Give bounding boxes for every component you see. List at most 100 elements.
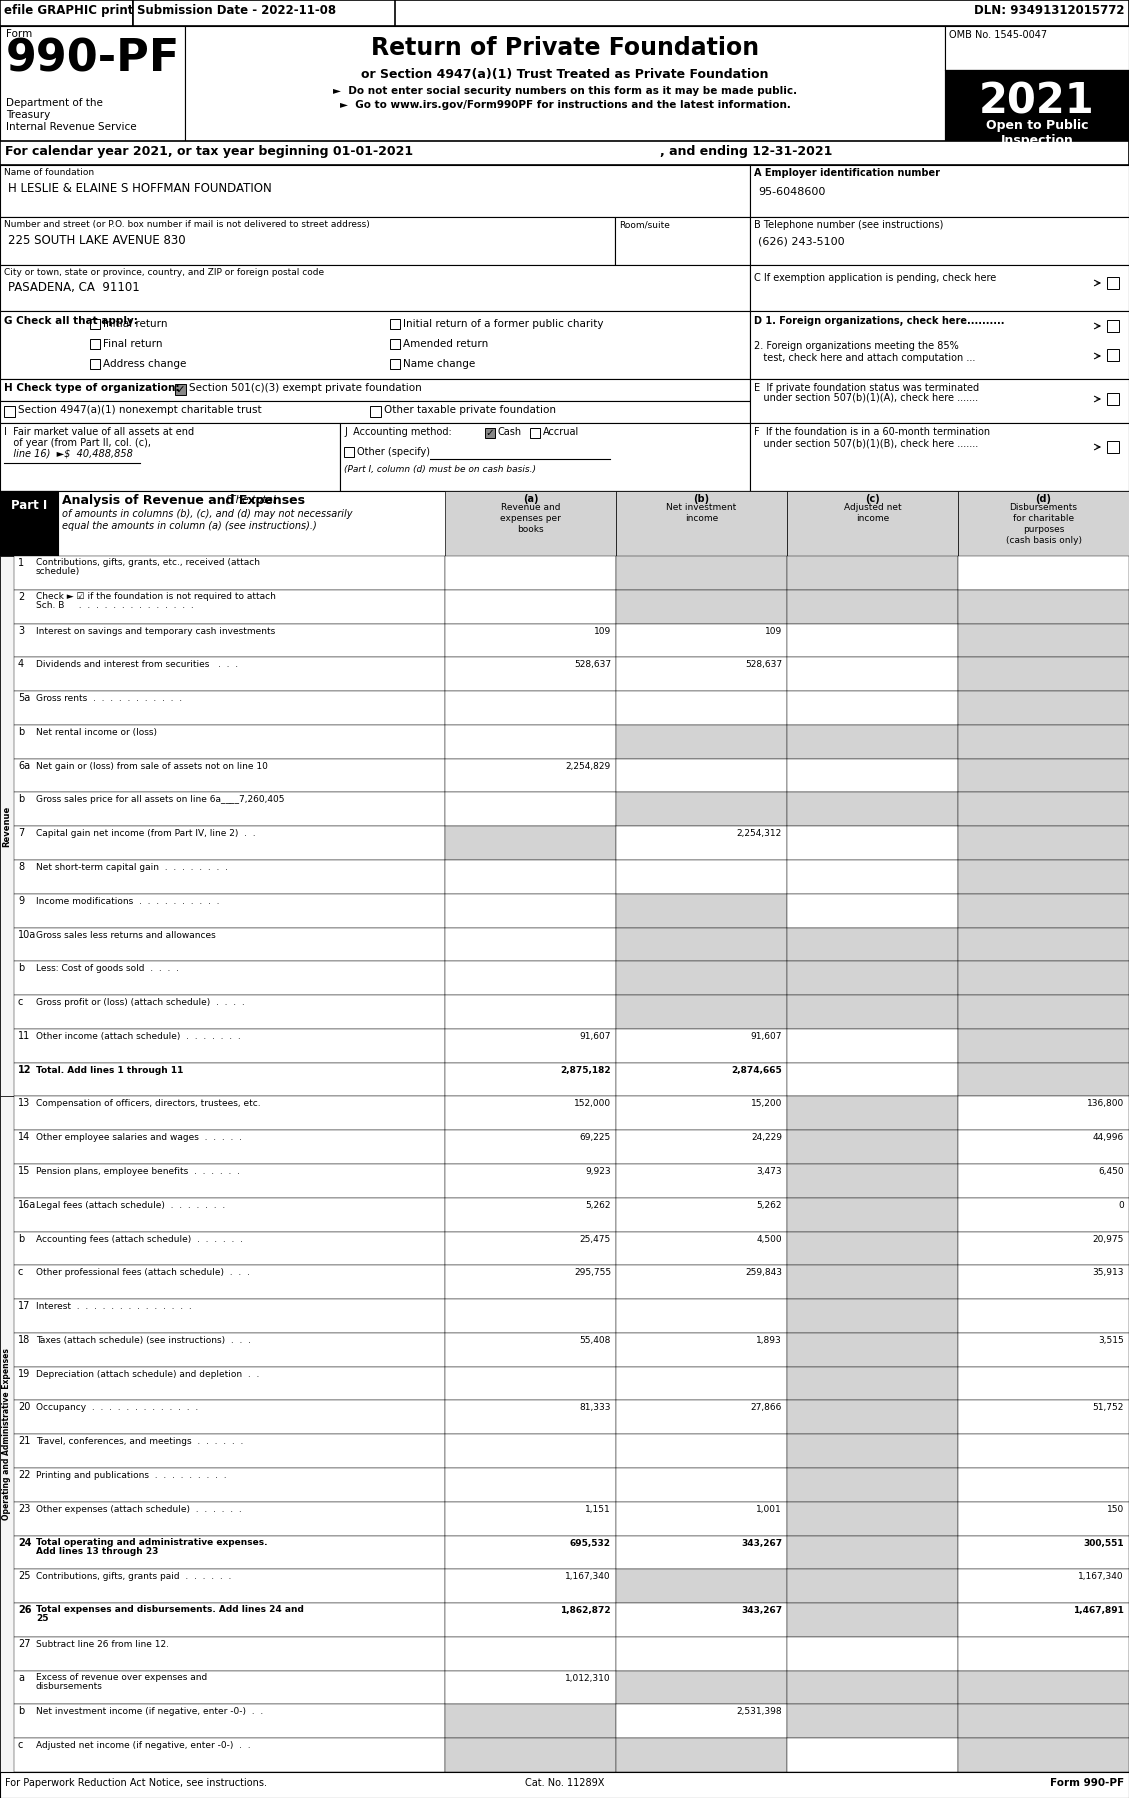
Text: Interest  .  .  .  .  .  .  .  .  .  .  .  .  .  .: Interest . . . . . . . . . . . . . . xyxy=(36,1302,192,1311)
Bar xyxy=(445,994,616,1028)
Bar xyxy=(787,624,959,658)
Text: 990-PF: 990-PF xyxy=(6,38,181,81)
Bar xyxy=(445,1705,616,1739)
Text: Net gain or (loss) from sale of assets not on line 10: Net gain or (loss) from sale of assets n… xyxy=(36,762,268,771)
Bar xyxy=(787,1232,959,1266)
Text: , and ending 12-31-2021: , and ending 12-31-2021 xyxy=(660,146,832,158)
Bar xyxy=(616,1131,787,1163)
Bar xyxy=(14,556,445,590)
Bar xyxy=(616,725,787,759)
Bar xyxy=(5,406,15,417)
Bar xyxy=(616,1670,787,1705)
Text: Other employee salaries and wages  .  .  .  .  .: Other employee salaries and wages . . . … xyxy=(36,1133,242,1142)
Text: Section 4947(a)(1) nonexempt charitable trust: Section 4947(a)(1) nonexempt charitable … xyxy=(18,405,262,415)
Text: Total expenses and disbursements. Add lines 24 and: Total expenses and disbursements. Add li… xyxy=(36,1606,304,1615)
Bar xyxy=(959,1467,1129,1501)
Bar xyxy=(445,1366,616,1401)
Text: 1,167,340: 1,167,340 xyxy=(566,1571,611,1580)
Bar xyxy=(787,1028,959,1063)
Text: Name of foundation: Name of foundation xyxy=(5,167,94,176)
Text: 15: 15 xyxy=(18,1165,30,1176)
Bar xyxy=(14,624,445,658)
Bar xyxy=(787,1401,959,1435)
Bar xyxy=(959,1097,1129,1131)
Text: (b): (b) xyxy=(693,494,709,503)
Bar xyxy=(445,1232,616,1266)
Text: I  Fair market value of all assets at end: I Fair market value of all assets at end xyxy=(5,426,194,437)
Bar xyxy=(787,1501,959,1535)
Bar xyxy=(959,859,1129,894)
Bar xyxy=(616,994,787,1028)
Bar xyxy=(445,1266,616,1300)
Bar xyxy=(445,1028,616,1063)
Text: ✓: ✓ xyxy=(485,428,495,439)
Text: Open to Public
Inspection: Open to Public Inspection xyxy=(986,119,1088,147)
Bar xyxy=(616,1197,787,1232)
Bar xyxy=(14,1131,445,1163)
Bar xyxy=(787,1300,959,1332)
Bar xyxy=(445,894,616,928)
Bar xyxy=(445,962,616,994)
Bar xyxy=(445,827,616,859)
Bar xyxy=(445,1131,616,1163)
Text: of amounts in columns (b), (c), and (d) may not necessarily: of amounts in columns (b), (c), and (d) … xyxy=(62,509,352,520)
Text: disbursements: disbursements xyxy=(36,1681,103,1690)
Text: G Check all that apply:: G Check all that apply: xyxy=(5,316,138,325)
Text: (d): (d) xyxy=(1035,494,1051,503)
Bar xyxy=(0,491,1129,556)
Bar xyxy=(787,690,959,725)
Text: 14: 14 xyxy=(18,1133,30,1142)
Bar xyxy=(959,1197,1129,1232)
Text: 20,975: 20,975 xyxy=(1093,1235,1124,1244)
Text: Sch. B     .  .  .  .  .  .  .  .  .  .  .  .  .  .: Sch. B . . . . . . . . . . . . . . xyxy=(36,601,194,610)
Text: schedule): schedule) xyxy=(36,566,80,575)
Bar xyxy=(787,1670,959,1705)
Bar xyxy=(616,624,787,658)
Bar xyxy=(616,859,787,894)
Text: b: b xyxy=(18,1233,24,1244)
Text: 343,267: 343,267 xyxy=(741,1606,782,1615)
Bar xyxy=(616,1332,787,1366)
Bar xyxy=(445,624,616,658)
Text: 528,637: 528,637 xyxy=(745,660,782,669)
Text: 109: 109 xyxy=(594,626,611,635)
Bar xyxy=(959,690,1129,725)
Bar xyxy=(14,1670,445,1705)
Bar xyxy=(344,448,355,457)
Bar xyxy=(959,658,1129,690)
Bar xyxy=(616,928,787,962)
Text: Operating and Administrative Expenses: Operating and Administrative Expenses xyxy=(2,1348,11,1519)
Bar xyxy=(14,1435,445,1467)
Bar xyxy=(616,1467,787,1501)
Bar xyxy=(616,1063,787,1097)
Bar xyxy=(616,1604,787,1636)
Text: 5,262: 5,262 xyxy=(586,1201,611,1210)
Bar xyxy=(14,827,445,859)
Text: 2,254,829: 2,254,829 xyxy=(566,762,611,771)
Text: Legal fees (attach schedule)  .  .  .  .  .  .  .: Legal fees (attach schedule) . . . . . .… xyxy=(36,1201,226,1210)
Text: DLN: 93491312015772: DLN: 93491312015772 xyxy=(974,4,1124,16)
Text: (626) 243-5100: (626) 243-5100 xyxy=(758,237,844,246)
Text: 55,408: 55,408 xyxy=(579,1336,611,1345)
Text: under section 507(b)(1)(A), check here .......: under section 507(b)(1)(A), check here .… xyxy=(754,394,978,403)
Text: 5,262: 5,262 xyxy=(756,1201,782,1210)
Text: B Telephone number (see instructions): B Telephone number (see instructions) xyxy=(754,219,944,230)
Bar xyxy=(959,1670,1129,1705)
Text: Contributions, gifts, grants paid  .  .  .  .  .  .: Contributions, gifts, grants paid . . . … xyxy=(36,1571,231,1580)
Bar xyxy=(340,423,750,491)
Text: 343,267: 343,267 xyxy=(741,1539,782,1548)
Bar xyxy=(787,1604,959,1636)
Text: 3: 3 xyxy=(18,626,24,635)
Text: equal the amounts in column (a) (see instructions).): equal the amounts in column (a) (see ins… xyxy=(62,521,317,530)
Text: of year (from Part II, col. (c),: of year (from Part II, col. (c), xyxy=(5,439,151,448)
Bar xyxy=(445,1332,616,1366)
Bar xyxy=(616,556,787,590)
Text: J  Accounting method:: J Accounting method: xyxy=(344,426,452,437)
Bar xyxy=(14,590,445,624)
Bar xyxy=(445,1670,616,1705)
Bar xyxy=(616,1570,787,1604)
Bar xyxy=(530,428,540,439)
Bar xyxy=(787,962,959,994)
Text: 1,467,891: 1,467,891 xyxy=(1074,1606,1124,1615)
Bar xyxy=(616,1300,787,1332)
